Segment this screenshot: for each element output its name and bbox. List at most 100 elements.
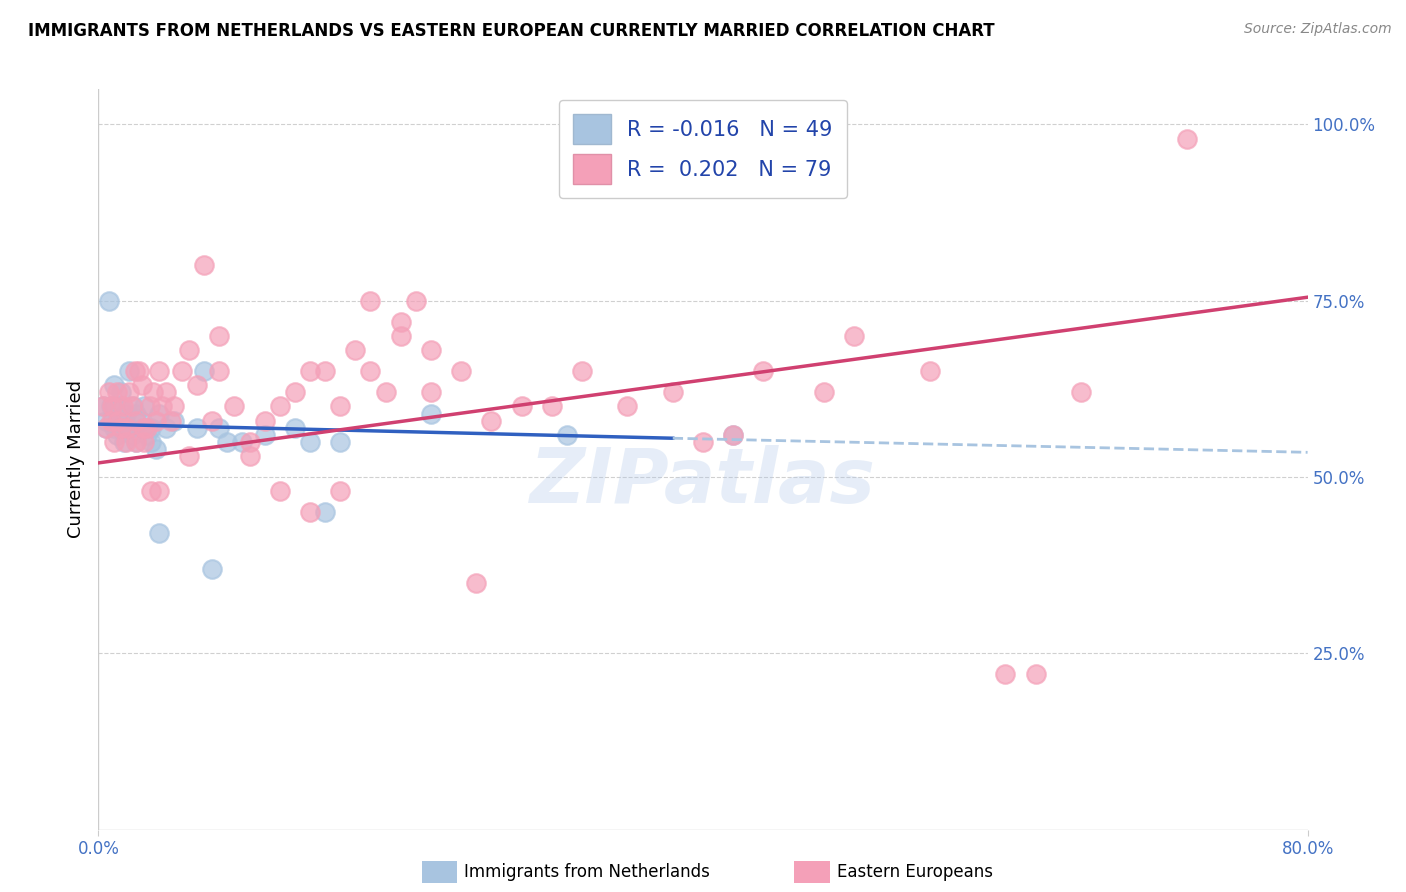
Point bbox=[360, 364, 382, 378]
Point bbox=[284, 420, 307, 434]
Point bbox=[692, 434, 714, 449]
Point bbox=[118, 420, 141, 434]
Point bbox=[844, 329, 866, 343]
Text: Eastern Europeans: Eastern Europeans bbox=[837, 863, 993, 881]
Point bbox=[125, 407, 148, 421]
Point bbox=[208, 364, 231, 378]
Point bbox=[132, 420, 155, 434]
Point bbox=[115, 420, 138, 434]
Point bbox=[94, 420, 117, 434]
Point bbox=[115, 420, 138, 434]
Point bbox=[110, 420, 132, 434]
Point bbox=[128, 364, 150, 378]
Point bbox=[314, 505, 336, 519]
Point bbox=[179, 343, 201, 357]
Point bbox=[103, 434, 125, 449]
Point bbox=[100, 400, 122, 414]
Point bbox=[135, 420, 157, 434]
Point bbox=[98, 385, 121, 400]
Point bbox=[314, 364, 336, 378]
Point bbox=[329, 400, 352, 414]
Legend: R = -0.016   N = 49, R =  0.202   N = 79: R = -0.016 N = 49, R = 0.202 N = 79 bbox=[558, 100, 848, 198]
Point bbox=[224, 400, 246, 414]
Point bbox=[555, 427, 578, 442]
Point bbox=[179, 449, 201, 463]
Point bbox=[1024, 667, 1046, 681]
Point bbox=[142, 385, 165, 400]
Point bbox=[616, 400, 638, 414]
Point bbox=[91, 400, 114, 414]
Point bbox=[125, 434, 148, 449]
Point bbox=[215, 434, 238, 449]
Point bbox=[125, 434, 148, 449]
Point bbox=[540, 400, 562, 414]
Point bbox=[239, 434, 262, 449]
Point bbox=[186, 378, 208, 392]
Point bbox=[269, 484, 291, 499]
Point bbox=[405, 293, 427, 308]
Point bbox=[111, 414, 134, 428]
Point bbox=[148, 484, 170, 499]
Point bbox=[94, 420, 117, 434]
Point bbox=[122, 400, 145, 414]
Point bbox=[91, 400, 114, 414]
Point bbox=[148, 364, 170, 378]
Point bbox=[101, 400, 124, 414]
Point bbox=[571, 364, 593, 378]
Point bbox=[752, 364, 775, 378]
Point bbox=[329, 484, 352, 499]
Point bbox=[160, 414, 183, 428]
Point bbox=[299, 434, 322, 449]
Text: IMMIGRANTS FROM NETHERLANDS VS EASTERN EUROPEAN CURRENTLY MARRIED CORRELATION CH: IMMIGRANTS FROM NETHERLANDS VS EASTERN E… bbox=[28, 22, 995, 40]
Text: Source: ZipAtlas.com: Source: ZipAtlas.com bbox=[1244, 22, 1392, 37]
Point bbox=[118, 364, 141, 378]
Point bbox=[723, 427, 745, 442]
Point bbox=[108, 400, 131, 414]
Point bbox=[107, 414, 129, 428]
Point bbox=[510, 400, 533, 414]
Point bbox=[98, 293, 121, 308]
Point bbox=[103, 378, 125, 392]
Point bbox=[103, 400, 125, 414]
Point bbox=[420, 385, 443, 400]
Point bbox=[186, 420, 208, 434]
Point bbox=[374, 385, 396, 400]
Point bbox=[145, 442, 167, 456]
Point bbox=[94, 414, 117, 428]
Point bbox=[170, 364, 193, 378]
Point bbox=[201, 562, 224, 576]
Point bbox=[201, 414, 224, 428]
Point bbox=[103, 420, 125, 434]
Point bbox=[129, 414, 152, 428]
Point bbox=[121, 400, 143, 414]
Point bbox=[389, 329, 412, 343]
Point bbox=[100, 414, 122, 428]
Point bbox=[193, 364, 215, 378]
Point bbox=[131, 378, 153, 392]
Point bbox=[139, 400, 162, 414]
Point bbox=[239, 449, 262, 463]
Point bbox=[141, 434, 163, 449]
Point bbox=[114, 407, 136, 421]
Point bbox=[132, 434, 155, 449]
Point bbox=[124, 364, 146, 378]
Point bbox=[450, 364, 472, 378]
Point bbox=[114, 434, 136, 449]
Point bbox=[193, 259, 215, 273]
Point bbox=[163, 414, 186, 428]
Y-axis label: Currently Married: Currently Married bbox=[66, 380, 84, 539]
Point bbox=[145, 414, 167, 428]
Point bbox=[269, 400, 291, 414]
Point bbox=[132, 400, 155, 414]
Point bbox=[661, 385, 683, 400]
Point bbox=[112, 434, 135, 449]
Point bbox=[110, 385, 132, 400]
Point bbox=[105, 385, 128, 400]
Point bbox=[1175, 131, 1198, 145]
Point bbox=[121, 427, 143, 442]
Point bbox=[253, 427, 276, 442]
Point bbox=[465, 575, 488, 590]
Point bbox=[111, 400, 134, 414]
Point bbox=[148, 526, 170, 541]
Point bbox=[231, 434, 253, 449]
